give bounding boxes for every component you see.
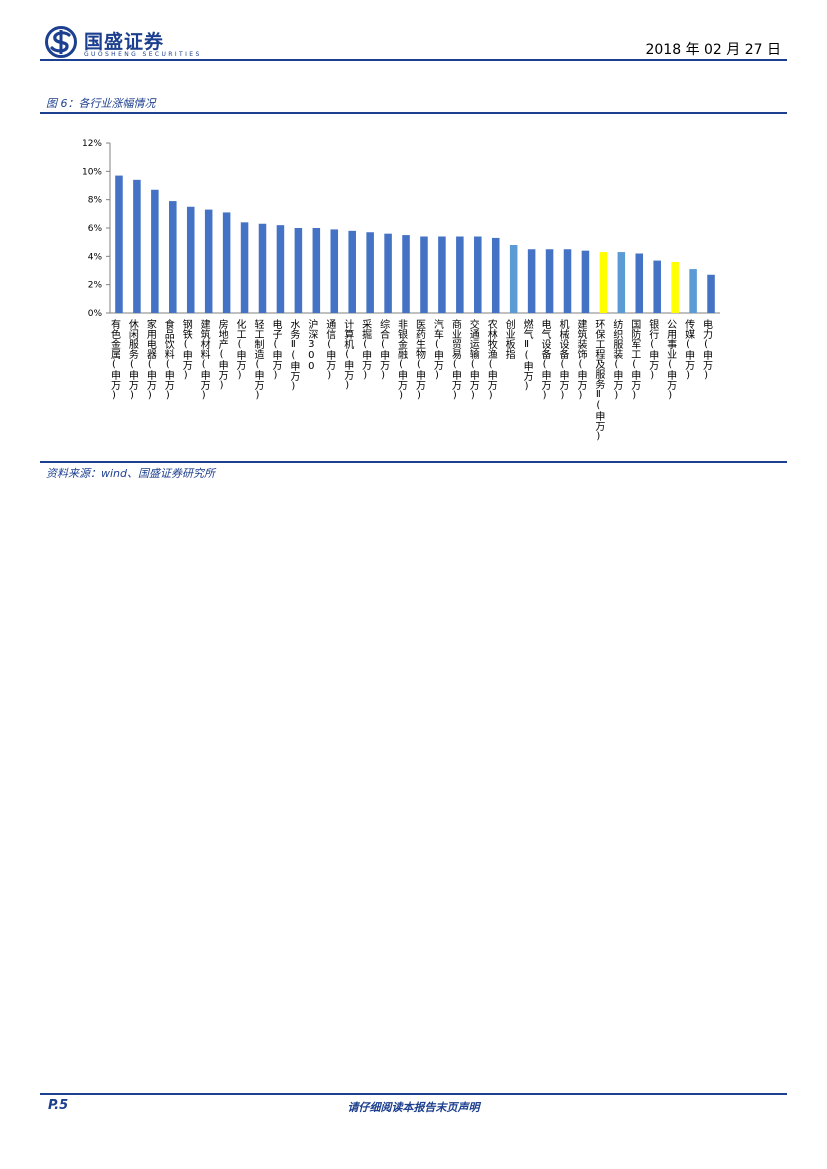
y-tick-label: 4%: [88, 252, 103, 262]
x-category-label: 创业板指: [503, 318, 515, 360]
logo-text-cn: 国盛证券: [84, 31, 165, 53]
bar: [599, 252, 608, 313]
x-category-label: 医药生物(申万): [413, 319, 425, 401]
bar: [312, 228, 321, 313]
industry-gain-bar-chart: 0% 2% 4% 6% 8% 10% 12% 有色金属(申万) 休闲服务(申万) 家用电器(申万)…: [82, 139, 720, 442]
x-category-label: 房地产(申万): [216, 318, 228, 391]
x-category-label: 环保工程及服务Ⅱ(申万): [593, 319, 605, 442]
x-category-label: 家用电器(申万): [144, 318, 156, 401]
bar: [402, 235, 410, 313]
x-category-label: 农林牧渔(申万): [485, 318, 497, 401]
x-category-label: 计算机(申万): [342, 318, 354, 391]
x-category-label: 休闲服务(申万): [126, 319, 138, 401]
y-tick-label: 2%: [88, 281, 103, 291]
footer-disclaimer: 请仔细阅读本报告末页声明: [347, 1101, 480, 1114]
x-category-label: 电气设备(申万): [539, 318, 551, 401]
x-category-label: 通信(申万): [324, 319, 336, 381]
bar: [294, 228, 303, 313]
bar: [474, 236, 482, 313]
bar: [563, 249, 572, 313]
x-category-label: 食品饮料(申万): [162, 318, 174, 401]
bar: [133, 179, 141, 313]
x-category-label: 沪深300: [306, 318, 318, 372]
x-category-label: 建筑材料(申万): [198, 318, 210, 401]
footer-divider: [40, 1093, 787, 1095]
x-category-label: 机械设备(申万): [557, 318, 569, 401]
y-tick-label: 12%: [82, 139, 102, 149]
x-category-label: 钢铁(申万): [180, 318, 192, 381]
bar: [653, 260, 661, 313]
bar: [384, 233, 392, 313]
bar: [348, 230, 356, 313]
bar: [545, 249, 554, 313]
figure-top-divider: [40, 112, 787, 114]
bar: [151, 189, 159, 313]
bar: [527, 249, 536, 313]
y-tick-label: 8%: [88, 196, 103, 206]
bar: [366, 232, 374, 313]
x-category-label: 电力(申万): [701, 318, 713, 381]
x-category-label: 采掘(申万): [360, 319, 372, 381]
bar: [186, 206, 195, 313]
bar: [222, 212, 231, 313]
company-logo: 国盛证券 GUOSHENG SECURITIES: [44, 22, 199, 62]
bar: [671, 262, 679, 313]
x-category-label: 国防军工(申万): [629, 319, 641, 401]
bar: [276, 225, 285, 313]
y-tick-label: 6%: [88, 224, 103, 234]
x-category-label: 商业贸易(申万): [449, 318, 461, 401]
x-category-label: 燃气Ⅱ(申万): [521, 318, 533, 392]
x-category-label: 电子(申万): [270, 318, 282, 381]
x-category-label: 银行(申万): [647, 318, 659, 381]
x-category-label: 有色金属(申万): [108, 318, 120, 401]
x-category-label: 水务Ⅱ(申万): [288, 319, 300, 392]
bar: [420, 236, 428, 313]
guosheng-logo-icon: [45, 26, 77, 58]
bar: [204, 209, 213, 313]
x-category-label: 轻工制造(申万): [252, 318, 264, 401]
header-divider: [40, 59, 787, 61]
page-number: P.5: [48, 1098, 69, 1113]
bar: [438, 236, 446, 313]
x-category-label: 综合(申万): [378, 318, 390, 381]
x-category-label: 非银金融(申万): [396, 319, 408, 401]
x-category-label: 建筑装饰(申万): [575, 318, 587, 401]
figure-bottom-divider: [40, 461, 787, 463]
bar: [169, 201, 177, 313]
bar: [581, 250, 590, 313]
x-category-label: 交通运输(申万): [467, 318, 479, 401]
report-date: 2018 年 02 月 27 日: [645, 42, 781, 58]
bar: [707, 274, 715, 313]
bar: [258, 223, 267, 313]
x-category-label: 汽车(申万): [431, 318, 443, 381]
bar: [491, 237, 500, 313]
y-tick-label: 10%: [82, 167, 102, 177]
bar: [635, 253, 644, 313]
bar: [509, 245, 518, 313]
x-category-label: 传媒(申万): [683, 319, 695, 381]
bar: [617, 252, 626, 313]
logo-text-en: GUOSHENG SECURITIES: [84, 51, 202, 58]
x-category-label: 化工(申万): [234, 318, 246, 381]
figure-source: 资料来源：wind、国盛证券研究所: [46, 467, 216, 480]
bar: [689, 269, 697, 313]
figure-title: 图 6：各行业涨幅情况: [46, 97, 156, 110]
bar: [330, 229, 339, 313]
bar: [115, 175, 123, 313]
x-category-label: 公用事业(申万): [665, 319, 677, 401]
y-tick-label: 0%: [88, 309, 103, 319]
x-category-label: 纺织服装(申万): [611, 318, 623, 401]
bar: [240, 222, 249, 313]
bar: [456, 236, 464, 313]
